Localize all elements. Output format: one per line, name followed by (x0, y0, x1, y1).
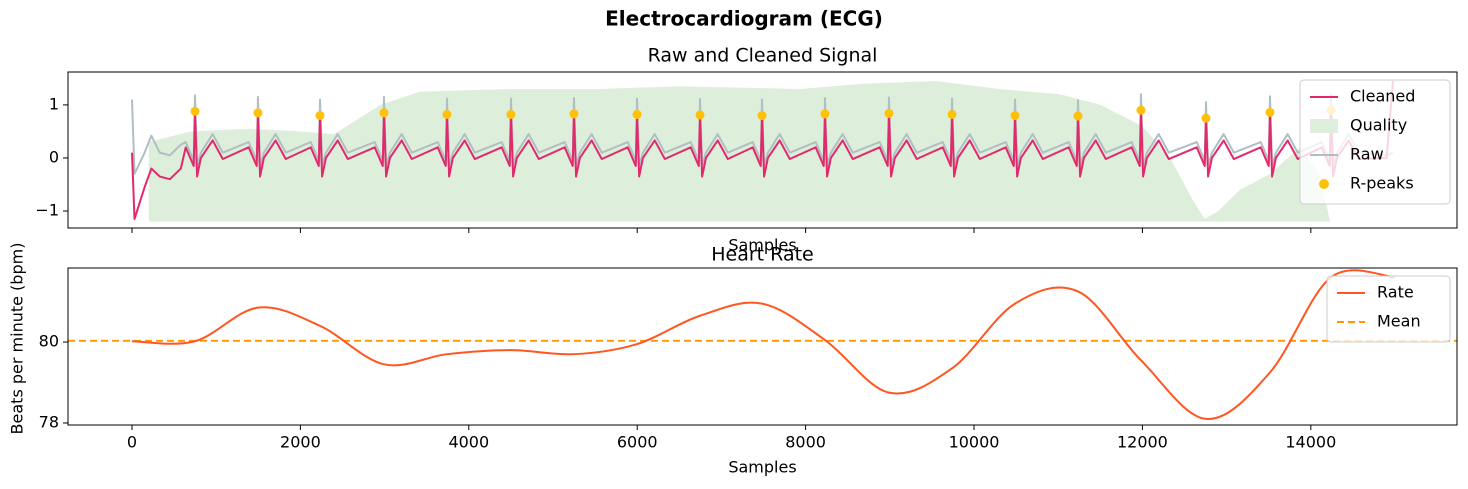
plot-area (68, 269, 1457, 420)
legend-label: Cleaned (1350, 87, 1415, 106)
r-peak (253, 108, 263, 118)
r-peak (757, 111, 767, 121)
y-tick-label: 78 (39, 412, 59, 431)
signal-line (131, 269, 1396, 420)
x-tick-label: 12000 (1117, 433, 1168, 452)
legend-label: R-peaks (1350, 174, 1414, 193)
legend-label: Rate (1377, 283, 1414, 302)
x-tick-label: 10000 (949, 433, 1000, 452)
axes-title: Heart Rate (711, 244, 814, 266)
legend-label: Mean (1377, 312, 1421, 331)
r-peak (695, 110, 705, 120)
plot-area (130, 80, 1395, 222)
y-tick-label: −1 (35, 201, 59, 220)
r-peak (442, 109, 452, 119)
r-peak (1201, 113, 1211, 123)
legend-label: Quality (1350, 116, 1407, 135)
axes-title: Raw and Cleaned Signal (648, 45, 878, 67)
x-tick-label: 8000 (785, 433, 826, 452)
r-peak (820, 109, 830, 119)
x-tick-label: 14000 (1285, 433, 1336, 452)
axes-frame (67, 71, 1458, 229)
y-axis-label: Beats per minute (bpm) (8, 243, 27, 435)
y-tick-label: 0 (49, 147, 59, 166)
x-tick-label: 0 (127, 433, 137, 452)
r-peak (1010, 111, 1020, 121)
r-peak (1265, 107, 1275, 117)
r-peak (379, 108, 389, 118)
r-peak (884, 108, 894, 118)
r-peak (506, 109, 516, 119)
signal-line (130, 80, 1395, 220)
figure-title: Electrocardiogram (ECG) (605, 7, 883, 31)
legend-label: Raw (1350, 145, 1384, 164)
r-peak (315, 111, 325, 121)
x-tick-label: 4000 (448, 433, 489, 452)
x-axis-label: Samples (728, 236, 796, 255)
x-tick-label: 2000 (280, 433, 321, 452)
y-tick-label: 80 (39, 332, 59, 351)
r-peak (190, 106, 200, 116)
r-peak (1136, 105, 1146, 115)
x-tick-label: 6000 (617, 433, 658, 452)
legend-box (1299, 79, 1451, 205)
r-peak (569, 109, 579, 119)
legend-swatch (1319, 179, 1329, 189)
x-axis-label: Samples (728, 458, 796, 477)
r-peak (632, 109, 642, 119)
r-peak (1073, 111, 1083, 121)
y-tick-label: 1 (49, 94, 59, 113)
legend-swatch (1310, 119, 1338, 133)
r-peak (947, 109, 957, 119)
axes-frame (67, 267, 1458, 426)
